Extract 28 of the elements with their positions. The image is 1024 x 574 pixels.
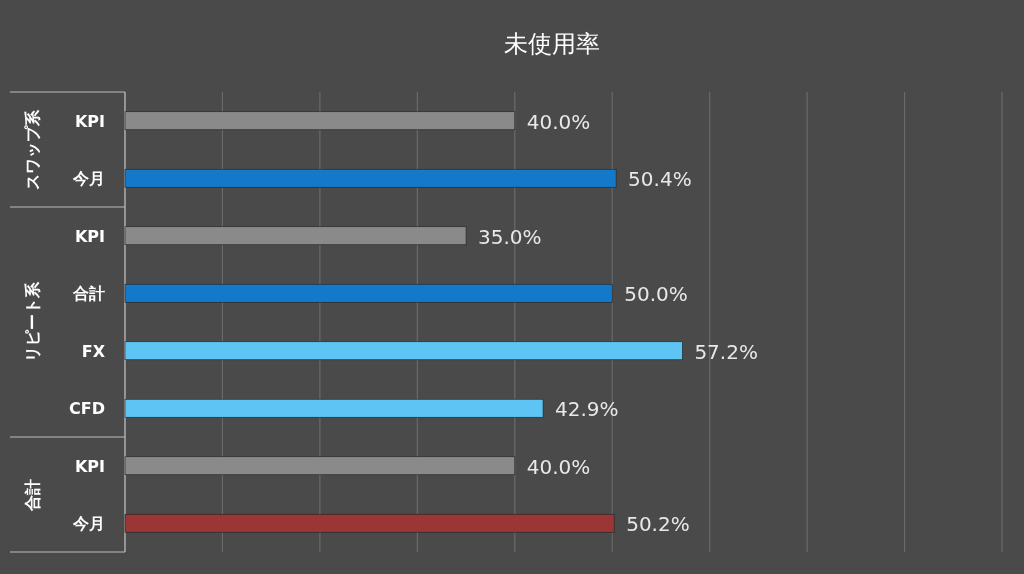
text: 合計 <box>23 478 42 512</box>
bar <box>124 168 617 188</box>
y-tick-label: CFD <box>69 399 105 419</box>
data-label: 35.0% <box>478 224 542 249</box>
data-label: 50.0% <box>624 282 688 307</box>
text: リピート系 <box>23 281 42 362</box>
y-tick-label: 合計 <box>72 284 105 304</box>
bar <box>124 341 683 361</box>
bar <box>124 513 615 533</box>
y-tick-label: KPI <box>74 456 105 476</box>
data-label: 40.0% <box>526 109 591 134</box>
bar <box>124 283 613 303</box>
bar <box>124 398 544 418</box>
data-label: 57.2% <box>694 339 758 364</box>
y-tick-label: KPI <box>74 226 105 246</box>
y-tick-label: 今月 <box>72 169 105 189</box>
y-tick-label: 今月 <box>72 514 105 534</box>
y-tick-label: FX <box>81 341 106 361</box>
data-label: 40.0% <box>526 454 591 479</box>
bar <box>124 226 467 246</box>
data-label: 50.2% <box>626 512 690 537</box>
chart-title: 未使用率 <box>504 30 600 58</box>
data-label: 50.4% <box>628 167 692 192</box>
bar <box>124 456 516 476</box>
text: スワップ系 <box>23 108 42 190</box>
bar <box>124 111 516 131</box>
y-tick-label: KPI <box>74 111 105 131</box>
data-label: 42.9% <box>555 397 619 422</box>
